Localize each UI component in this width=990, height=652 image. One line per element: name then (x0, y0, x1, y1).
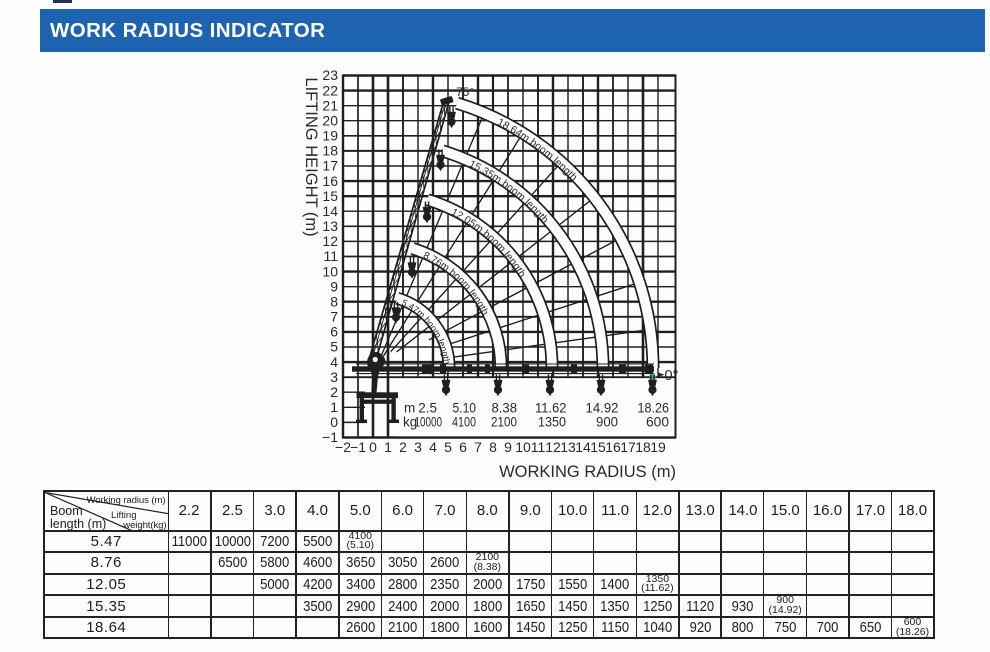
svg-text:14: 14 (322, 203, 338, 219)
svg-text:7: 7 (330, 309, 338, 325)
svg-text:18.26: 18.26 (638, 400, 670, 415)
svg-text:14.92: 14.92 (586, 400, 619, 415)
svg-text:18: 18 (322, 143, 338, 159)
svg-text:15: 15 (322, 188, 338, 204)
svg-text:8.38: 8.38 (492, 400, 518, 415)
svg-text:23: 23 (322, 67, 338, 83)
svg-text:1: 1 (330, 399, 338, 415)
svg-text:22: 22 (322, 82, 338, 98)
svg-text:0: 0 (369, 439, 377, 455)
svg-text:WORKING RADIUS (m): WORKING RADIUS (m) (499, 463, 676, 481)
svg-text:9: 9 (330, 278, 338, 294)
svg-text:13: 13 (322, 218, 338, 234)
svg-text:10: 10 (322, 263, 338, 279)
svg-text:4: 4 (429, 439, 437, 455)
svg-text:12: 12 (322, 233, 338, 249)
svg-text:11: 11 (323, 248, 338, 264)
svg-text:16: 16 (322, 173, 338, 189)
svg-text:8: 8 (489, 439, 497, 455)
svg-text:10: 10 (515, 439, 531, 455)
svg-text:2.5: 2.5 (418, 400, 437, 415)
svg-text:3: 3 (414, 439, 422, 455)
svg-text:−1: −1 (350, 439, 366, 455)
svg-text:75°: 75° (456, 85, 474, 99)
svg-text:LIFTING HEIGHT (m): LIFTING HEIGHT (m) (302, 77, 320, 236)
svg-text:−2: −2 (335, 439, 351, 455)
svg-text:11.62: 11.62 (535, 400, 567, 415)
svg-text:6: 6 (330, 324, 338, 340)
svg-text:10000: 10000 (415, 414, 443, 429)
svg-text:0: 0 (330, 414, 338, 430)
svg-text:5: 5 (444, 439, 452, 455)
svg-text:5.10: 5.10 (453, 400, 477, 415)
svg-text:2100: 2100 (491, 414, 517, 429)
svg-text:14: 14 (575, 439, 591, 455)
svg-text:19: 19 (322, 128, 338, 144)
svg-text:18: 18 (635, 439, 651, 455)
svg-text:17: 17 (322, 158, 338, 174)
svg-text:4: 4 (330, 354, 338, 370)
svg-text:1350: 1350 (538, 414, 566, 429)
svg-text:kg: kg (403, 414, 417, 429)
svg-text:m: m (404, 400, 415, 415)
svg-text:1: 1 (384, 439, 392, 455)
svg-text:−1: −1 (322, 429, 338, 445)
svg-text:5: 5 (330, 339, 338, 355)
svg-text:0°: 0° (665, 368, 679, 384)
svg-text:16: 16 (605, 439, 621, 455)
svg-text:3: 3 (330, 369, 338, 385)
svg-text:15: 15 (590, 439, 606, 455)
svg-text:600: 600 (646, 414, 669, 429)
svg-text:6: 6 (459, 439, 467, 455)
svg-text:21: 21 (322, 97, 338, 113)
svg-text:13: 13 (560, 439, 576, 455)
svg-text:7: 7 (474, 439, 482, 455)
svg-text:8: 8 (330, 293, 338, 309)
svg-text:2: 2 (330, 384, 338, 400)
svg-text:20: 20 (322, 112, 338, 128)
svg-text:12: 12 (545, 439, 561, 455)
svg-text:19: 19 (650, 439, 666, 455)
svg-text:4100: 4100 (452, 414, 476, 429)
svg-text:2: 2 (399, 439, 407, 455)
svg-text:900: 900 (596, 414, 618, 429)
svg-text:9: 9 (504, 439, 512, 455)
svg-text:11: 11 (531, 439, 546, 455)
svg-text:17: 17 (620, 439, 636, 455)
